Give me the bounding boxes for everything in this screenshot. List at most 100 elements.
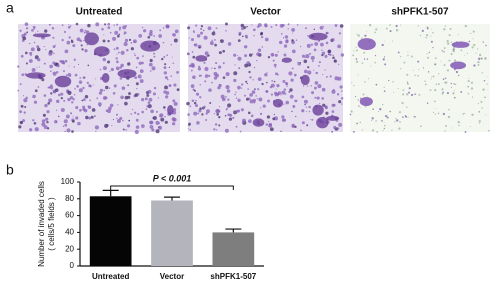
cell	[358, 105, 360, 107]
cell	[292, 104, 296, 108]
cell	[337, 44, 341, 49]
cell	[148, 62, 153, 67]
cell	[305, 106, 308, 108]
cell	[82, 86, 85, 90]
cell	[374, 61, 377, 64]
cell	[22, 36, 27, 41]
y-axis-label: Number of invaded cells	[37, 181, 46, 267]
cell	[173, 83, 177, 87]
error-bar	[164, 196, 180, 201]
cell	[336, 93, 340, 96]
cell	[321, 87, 326, 92]
cell	[425, 36, 428, 39]
cell	[395, 118, 397, 120]
cell	[81, 99, 84, 102]
cell	[275, 23, 278, 27]
cell	[435, 107, 437, 109]
cell	[296, 24, 299, 26]
cell	[295, 115, 297, 118]
cell	[155, 129, 160, 134]
significance-bracket	[110, 185, 234, 190]
cell	[188, 64, 192, 68]
cell	[268, 120, 270, 123]
cell	[279, 24, 284, 28]
cell	[162, 27, 165, 29]
cell	[71, 101, 74, 104]
cell	[225, 72, 230, 77]
cell	[82, 98, 86, 102]
cell	[48, 98, 53, 103]
cell	[289, 94, 294, 99]
cell	[116, 60, 119, 64]
cell	[25, 51, 28, 55]
cell	[240, 23, 245, 28]
cell	[218, 51, 222, 55]
cell	[69, 25, 72, 27]
cell	[426, 102, 429, 104]
cell	[58, 93, 61, 97]
cell	[172, 33, 176, 37]
cell	[193, 31, 195, 34]
cell	[480, 57, 483, 60]
cell	[372, 108, 374, 110]
cell	[35, 32, 37, 34]
cell	[271, 79, 274, 82]
cell	[265, 123, 269, 126]
cell	[119, 66, 122, 69]
cell	[114, 30, 119, 35]
cell	[125, 129, 128, 131]
cell	[268, 122, 273, 127]
cell	[483, 79, 486, 82]
cell	[324, 54, 328, 58]
cell	[170, 44, 172, 46]
cell	[242, 118, 246, 123]
cell	[331, 130, 334, 133]
cell	[444, 25, 447, 27]
cell	[199, 107, 202, 110]
cell	[426, 33, 429, 37]
cell	[478, 122, 480, 124]
cell	[103, 89, 106, 92]
cell	[176, 88, 180, 92]
cell	[69, 96, 74, 100]
cell	[108, 87, 111, 89]
cell	[203, 35, 208, 40]
cell	[244, 45, 248, 49]
cell	[350, 110, 353, 113]
cell	[79, 28, 84, 33]
cell	[62, 125, 65, 128]
cell	[164, 95, 169, 99]
cell	[468, 40, 471, 43]
cell	[248, 119, 252, 123]
cell	[270, 25, 273, 28]
cell	[260, 107, 262, 109]
cell	[375, 83, 378, 86]
cell	[99, 68, 102, 71]
cell	[333, 125, 337, 129]
cell	[130, 42, 133, 44]
cell	[163, 106, 166, 109]
cell	[274, 53, 278, 57]
cell	[246, 25, 248, 28]
cell	[132, 108, 134, 110]
cell	[102, 96, 107, 100]
cell	[124, 95, 129, 100]
cell	[310, 85, 312, 87]
cell	[246, 82, 248, 85]
cell	[247, 111, 251, 115]
cell	[418, 93, 421, 96]
cell	[417, 60, 420, 63]
cell	[79, 77, 82, 79]
cell	[31, 67, 36, 72]
cell	[128, 38, 132, 42]
cell	[485, 114, 487, 116]
cell	[213, 128, 216, 131]
cell	[291, 67, 294, 70]
cell	[324, 69, 326, 71]
cell	[92, 84, 94, 86]
cell	[233, 53, 237, 57]
cell	[417, 25, 419, 27]
cell	[205, 112, 208, 115]
cell	[71, 130, 74, 133]
cell	[450, 82, 452, 85]
